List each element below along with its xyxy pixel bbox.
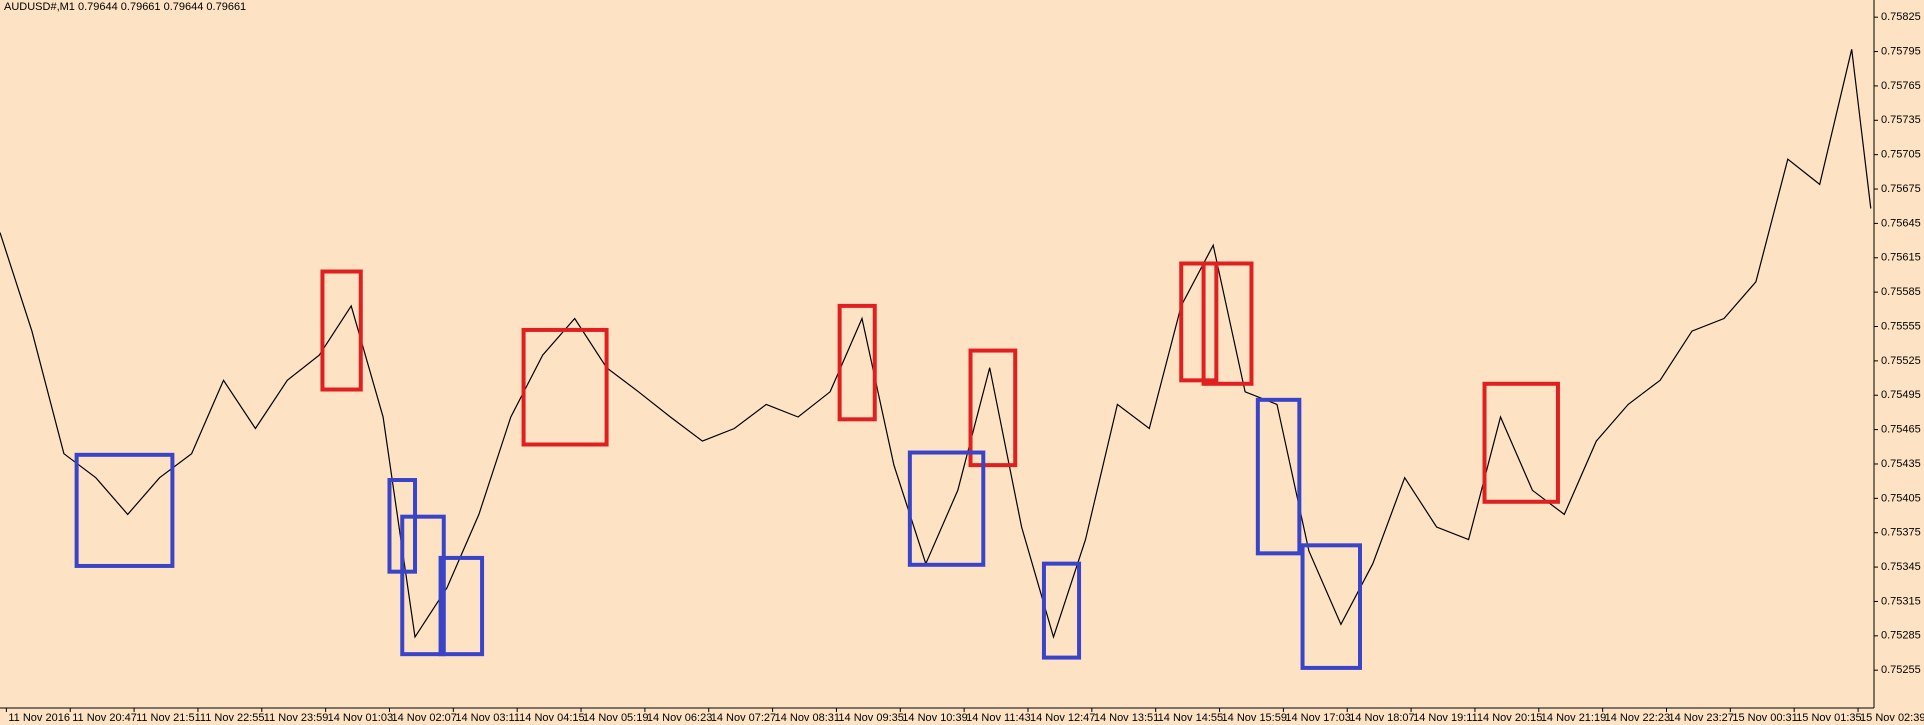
y-tick-label: 0.75765 [1881,80,1921,92]
x-tick-label: 15 Nov 00:31 [1732,712,1797,724]
x-tick-label: 14 Nov 07:27 [711,712,776,724]
x-tick-label: 14 Nov 09:35 [838,712,903,724]
y-tick-label: 0.75825 [1881,11,1921,23]
x-tick-label: 14 Nov 18:07 [1349,712,1414,724]
x-tick-label: 14 Nov 03:11 [455,712,520,724]
y-tick-label: 0.75345 [1881,561,1921,573]
y-tick-label: 0.75435 [1881,458,1921,470]
highlight-box [1255,397,1302,556]
y-tick-label: 0.75615 [1881,252,1921,264]
highlight-box [837,303,877,422]
x-tick-label: 14 Nov 20:15 [1477,712,1542,724]
y-tick-label: 0.75735 [1881,114,1921,126]
x-tick-label: 15 Nov 01:35 [1796,712,1861,724]
x-tick-label: 14 Nov 04:15 [519,712,584,724]
highlight-box [521,327,609,447]
x-tick-label: 14 Nov 19:11 [1413,712,1478,724]
highlight-box [400,514,446,657]
highlight-box [968,348,1018,468]
highlight-box [1201,261,1254,386]
x-tick-label: 11 Nov 2016 [8,712,70,724]
x-tick-label: 15 Nov 02:39 [1860,712,1924,724]
x-tick-label: 14 Nov 23:27 [1668,712,1733,724]
highlight-box [1300,543,1363,670]
y-tick-label: 0.75585 [1881,286,1921,298]
x-tick-label: 11 Nov 23:59 [264,712,329,724]
y-tick-label: 0.75555 [1881,320,1921,332]
x-tick-label: 14 Nov 12:47 [1030,712,1095,724]
chart-title: AUDUSD#,M1 0.79644 0.79661 0.79644 0.796… [4,1,246,13]
x-tick-label: 14 Nov 08:31 [775,712,840,724]
highlight-box [1482,381,1560,504]
y-tick-label: 0.75645 [1881,217,1921,229]
x-tick-label: 14 Nov 02:07 [391,712,456,724]
y-tick-label: 0.75375 [1881,527,1921,539]
x-tick-label: 14 Nov 21:19 [1541,712,1606,724]
y-tick-label: 0.75495 [1881,389,1921,401]
y-tick-label: 0.75315 [1881,595,1921,607]
highlight-box [907,450,986,567]
y-tick-label: 0.75795 [1881,45,1921,57]
x-tick-label: 14 Nov 10:39 [902,712,967,724]
y-tick-label: 0.75675 [1881,183,1921,195]
x-tick-label: 14 Nov 17:03 [1285,712,1350,724]
y-tick-label: 0.75705 [1881,149,1921,161]
x-tick-label: 11 Nov 22:55 [200,712,265,724]
x-tick-label: 14 Nov 01:03 [328,712,393,724]
highlight-box [320,269,363,392]
price-line [0,49,1872,640]
x-tick-label: 14 Nov 14:55 [1158,712,1223,724]
x-tick-label: 11 Nov 20:47 [72,712,137,724]
x-tick-label: 14 Nov 15:59 [1222,712,1287,724]
x-tick-label: 14 Nov 11:43 [966,712,1031,724]
y-tick-label: 0.75465 [1881,424,1921,436]
y-tick-label: 0.75525 [1881,355,1921,367]
highlight-box [438,555,485,657]
highlight-box [1041,561,1082,660]
x-tick-label: 14 Nov 22:23 [1605,712,1670,724]
y-tick-label: 0.75405 [1881,492,1921,504]
x-tick-label: 14 Nov 05:19 [583,712,648,724]
x-tick-label: 14 Nov 13:51 [1094,712,1159,724]
highlight-box [1179,261,1219,383]
x-tick-label: 11 Nov 21:51 [136,712,201,724]
y-tick-label: 0.75255 [1881,664,1921,676]
highlight-box [74,452,175,568]
y-tick-label: 0.75285 [1881,630,1921,642]
x-tick-label: 14 Nov 06:23 [647,712,712,724]
